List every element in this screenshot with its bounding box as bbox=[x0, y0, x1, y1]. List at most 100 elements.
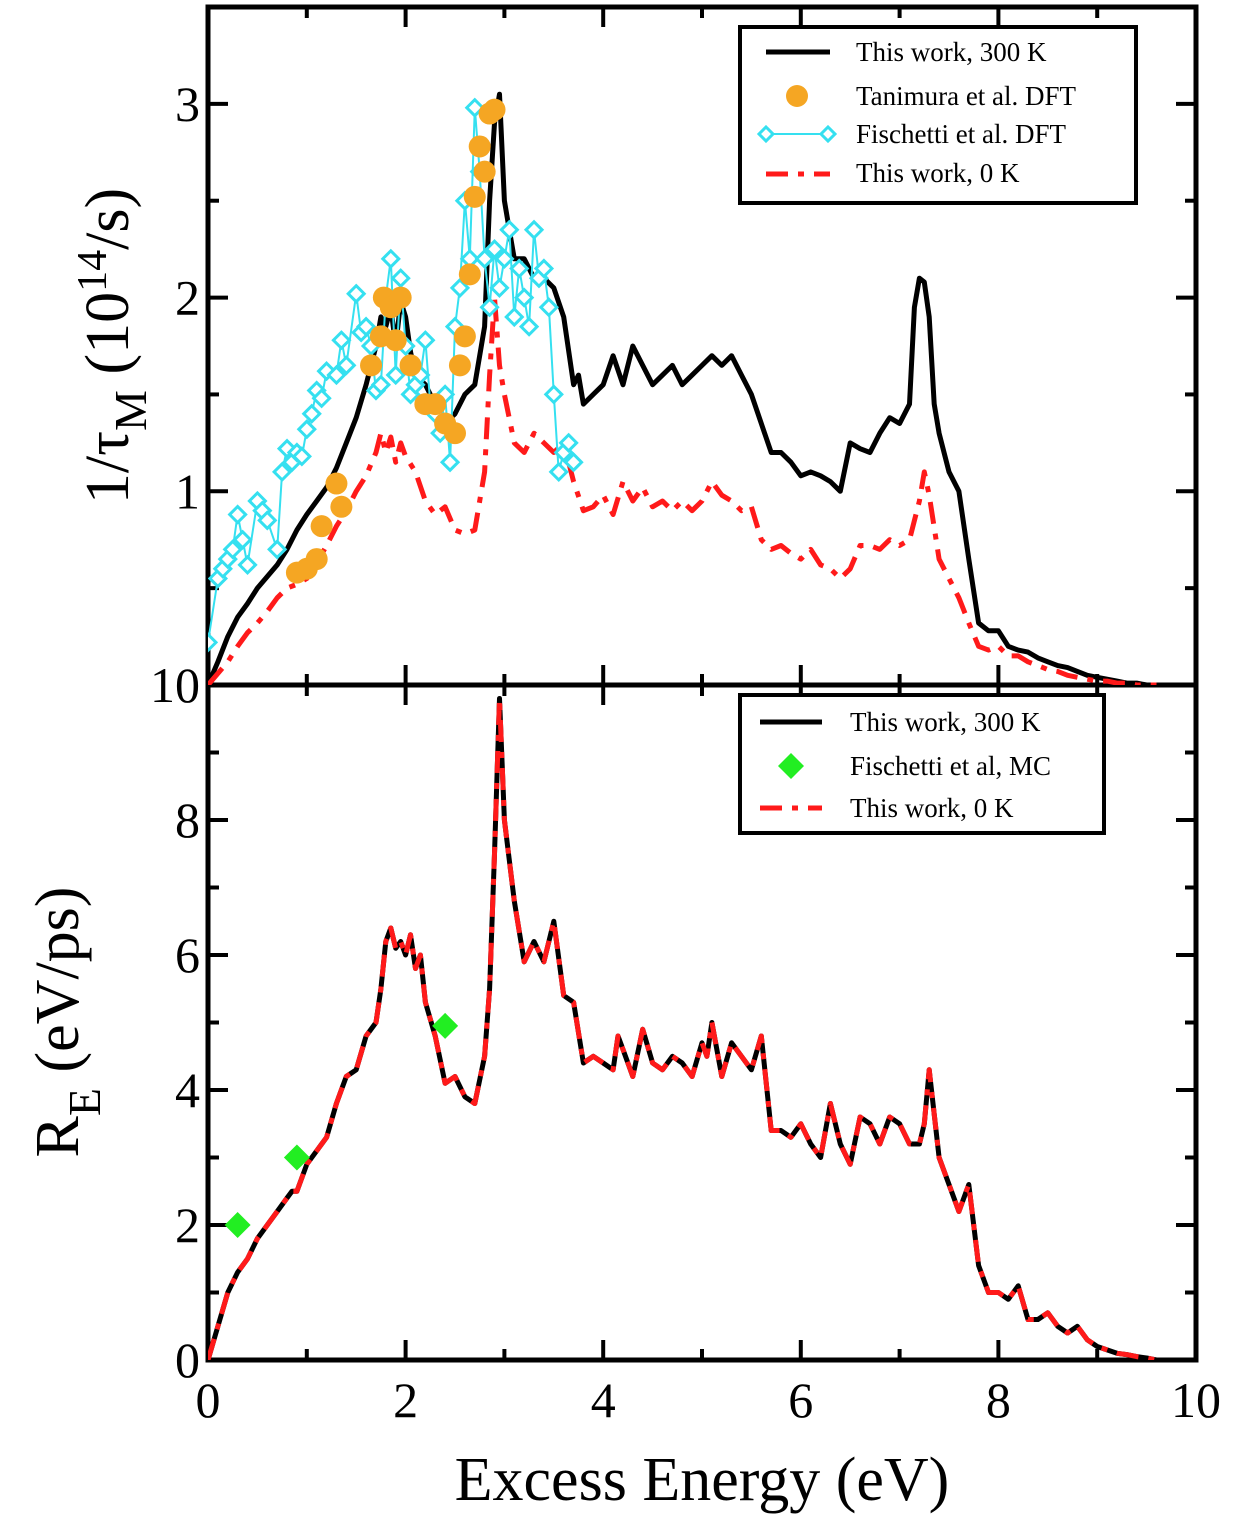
top-point-tanimura-et-al-dft bbox=[458, 263, 481, 286]
axis-ticks bbox=[206, 5, 1198, 1362]
top-point-fischetti-et-al-dft bbox=[331, 330, 352, 351]
tick-labels: 1 2 3 0 2 4 6 8 10 0 2 4 6 8 10 bbox=[150, 76, 1221, 1428]
top-series-line-this-work-0-k bbox=[208, 295, 1157, 685]
top-point-tanimura-et-al-dft bbox=[360, 354, 383, 377]
bottom-y-title-sub: E bbox=[59, 1088, 110, 1116]
top-point-fischetti-et-al-dft bbox=[336, 355, 357, 376]
top-legend-swatch-tanimura bbox=[786, 85, 808, 107]
top-point-tanimura-et-al-dft bbox=[389, 286, 412, 309]
top-point-fischetti-et-al-dft bbox=[370, 374, 392, 395]
bottom-y-tick-label: 0 bbox=[175, 1332, 200, 1388]
top-point-fischetti-et-al-dft bbox=[415, 330, 436, 351]
top-y-title-main: 1/τ bbox=[74, 431, 142, 504]
top-point-tanimura-et-al-dft bbox=[453, 325, 476, 348]
bottom-point-fischetti-et-al-mc bbox=[283, 1144, 310, 1171]
top-point-fischetti-et-al-dft bbox=[558, 432, 579, 453]
top-point-fischetti-et-al-dft bbox=[533, 258, 555, 279]
bottom-y-tick-label: 6 bbox=[175, 927, 200, 983]
bottom-y-tick-label: 10 bbox=[150, 657, 200, 713]
top-point-tanimura-et-al-dft bbox=[473, 160, 496, 183]
x-axis-title: Excess Energy (eV) bbox=[455, 1446, 950, 1514]
top-point-fischetti-et-al-dft bbox=[538, 297, 559, 318]
top-y-title-sub: M bbox=[105, 390, 156, 431]
top-point-fischetti-et-al-dft bbox=[355, 316, 377, 337]
top-y-tick-label: 1 bbox=[175, 463, 200, 519]
bottom-legend-swatch-mc bbox=[778, 753, 804, 779]
top-point-fischetti-et-al-dft bbox=[489, 277, 510, 299]
top-point-fischetti-et-al-dft bbox=[291, 446, 312, 467]
top-point-fischetti-et-al-dft bbox=[543, 384, 564, 405]
top-point-fischetti-et-al-dft bbox=[518, 316, 540, 337]
bottom-legend-box bbox=[738, 693, 1106, 835]
top-legend-swatch-fischetti-diamond-a bbox=[756, 124, 776, 144]
x-tick-label: 8 bbox=[986, 1372, 1011, 1428]
top-point-tanimura-et-al-dft bbox=[424, 393, 447, 416]
top-point-fischetti-et-al-dft bbox=[346, 283, 367, 304]
top-point-fischetti-et-al-dft bbox=[380, 248, 401, 269]
top-y-axis-title: 1/τM (1014/s) bbox=[70, 188, 156, 504]
top-point-fischetti-et-al-dft bbox=[563, 452, 584, 473]
top-legend-label-0k: This work, 0 K bbox=[856, 158, 1020, 188]
top-series-line-this-work-300-k bbox=[208, 91, 1157, 685]
top-point-fischetti-et-al-dft bbox=[474, 248, 495, 269]
top-point-fischetti-et-al-dft bbox=[439, 452, 461, 473]
top-y-title-unit-sup: 14 bbox=[70, 250, 116, 292]
top-legend-swatch-fischetti-diamond-b bbox=[818, 124, 838, 144]
top-legend-label-fischetti: Fischetti et al. DFT bbox=[856, 119, 1066, 149]
top-point-fischetti-et-al-dft bbox=[484, 239, 505, 260]
bottom-y-axis-title: RE (eV/ps) bbox=[24, 887, 110, 1158]
top-point-fischetti-et-al-dft bbox=[509, 258, 530, 279]
top-point-fischetti-et-al-dft bbox=[548, 461, 569, 483]
top-point-fischetti-et-al-dft bbox=[499, 219, 520, 240]
top-point-tanimura-et-al-dft bbox=[305, 548, 328, 571]
top-point-fischetti-et-al-dft bbox=[316, 361, 337, 382]
top-legend-label-tanimura: Tanimura et al. DFT bbox=[856, 81, 1077, 111]
top-point-tanimura-et-al-dft bbox=[325, 472, 348, 495]
top-point-tanimura-et-al-dft bbox=[310, 515, 333, 538]
x-tick-label: 0 bbox=[196, 1372, 221, 1428]
x-tick-label: 6 bbox=[788, 1372, 813, 1428]
top-point-tanimura-et-al-dft bbox=[330, 495, 353, 518]
top-point-tanimura-et-al-dft bbox=[463, 185, 486, 208]
top-point-fischetti-et-al-dft bbox=[222, 539, 243, 560]
bottom-series-group bbox=[208, 696, 1157, 1360]
top-point-fischetti-et-al-dft bbox=[271, 461, 293, 483]
top-point-tanimura-et-al-dft bbox=[448, 354, 471, 377]
top-point-fischetti-et-al-dft bbox=[514, 287, 535, 308]
bottom-y-title-main: R bbox=[24, 1115, 92, 1157]
x-tick-label: 4 bbox=[591, 1372, 616, 1428]
top-plot-area bbox=[208, 91, 1157, 685]
bottom-point-fischetti-et-al-mc bbox=[224, 1212, 251, 1238]
top-legend-label-300k: This work, 300 K bbox=[856, 37, 1047, 67]
bottom-y-tick-label: 8 bbox=[175, 792, 200, 848]
top-point-fischetti-et-al-dft bbox=[296, 419, 317, 440]
bottom-legend-label-0k: This work, 0 K bbox=[850, 793, 1014, 823]
top-series-group bbox=[208, 91, 1157, 685]
top-point-fischetti-et-al-dft bbox=[227, 504, 248, 525]
top-y-tick-label: 2 bbox=[175, 270, 200, 326]
top-y-tick-label: 3 bbox=[175, 76, 200, 132]
x-tick-label: 2 bbox=[393, 1372, 418, 1428]
top-point-tanimura-et-al-dft bbox=[483, 98, 506, 121]
top-point-tanimura-et-al-dft bbox=[399, 354, 422, 377]
bottom-legend: This work, 300 K Fischetti et al, MC Thi… bbox=[738, 693, 1106, 835]
top-point-tanimura-et-al-dft bbox=[384, 329, 407, 352]
top-point-fischetti-et-al-dft bbox=[301, 403, 322, 424]
top-y-title-unit-post: /s) bbox=[74, 188, 142, 250]
top-point-fischetti-et-al-dft bbox=[257, 510, 278, 531]
bottom-y-tick-label: 4 bbox=[175, 1062, 200, 1118]
top-point-fischetti-et-al-dft bbox=[237, 554, 258, 576]
top-point-fischetti-et-al-dft bbox=[504, 306, 525, 328]
top-legend-box bbox=[738, 25, 1138, 205]
top-point-fischetti-et-al-dft bbox=[267, 539, 288, 560]
top-point-fischetti-et-al-dft bbox=[523, 219, 545, 240]
top-point-fischetti-et-al-dft bbox=[311, 388, 332, 409]
top-point-tanimura-et-al-dft bbox=[444, 422, 466, 445]
bottom-series-line-this-work-0-k bbox=[208, 696, 1157, 1360]
bottom-plot-area bbox=[208, 696, 1157, 1360]
bottom-legend-label-mc: Fischetti et al, MC bbox=[850, 751, 1051, 781]
bottom-point-fischetti-et-al-mc bbox=[432, 1012, 459, 1039]
top-point-fischetti-et-al-dft bbox=[449, 277, 471, 299]
bottom-y-tick-label: 2 bbox=[175, 1197, 200, 1253]
